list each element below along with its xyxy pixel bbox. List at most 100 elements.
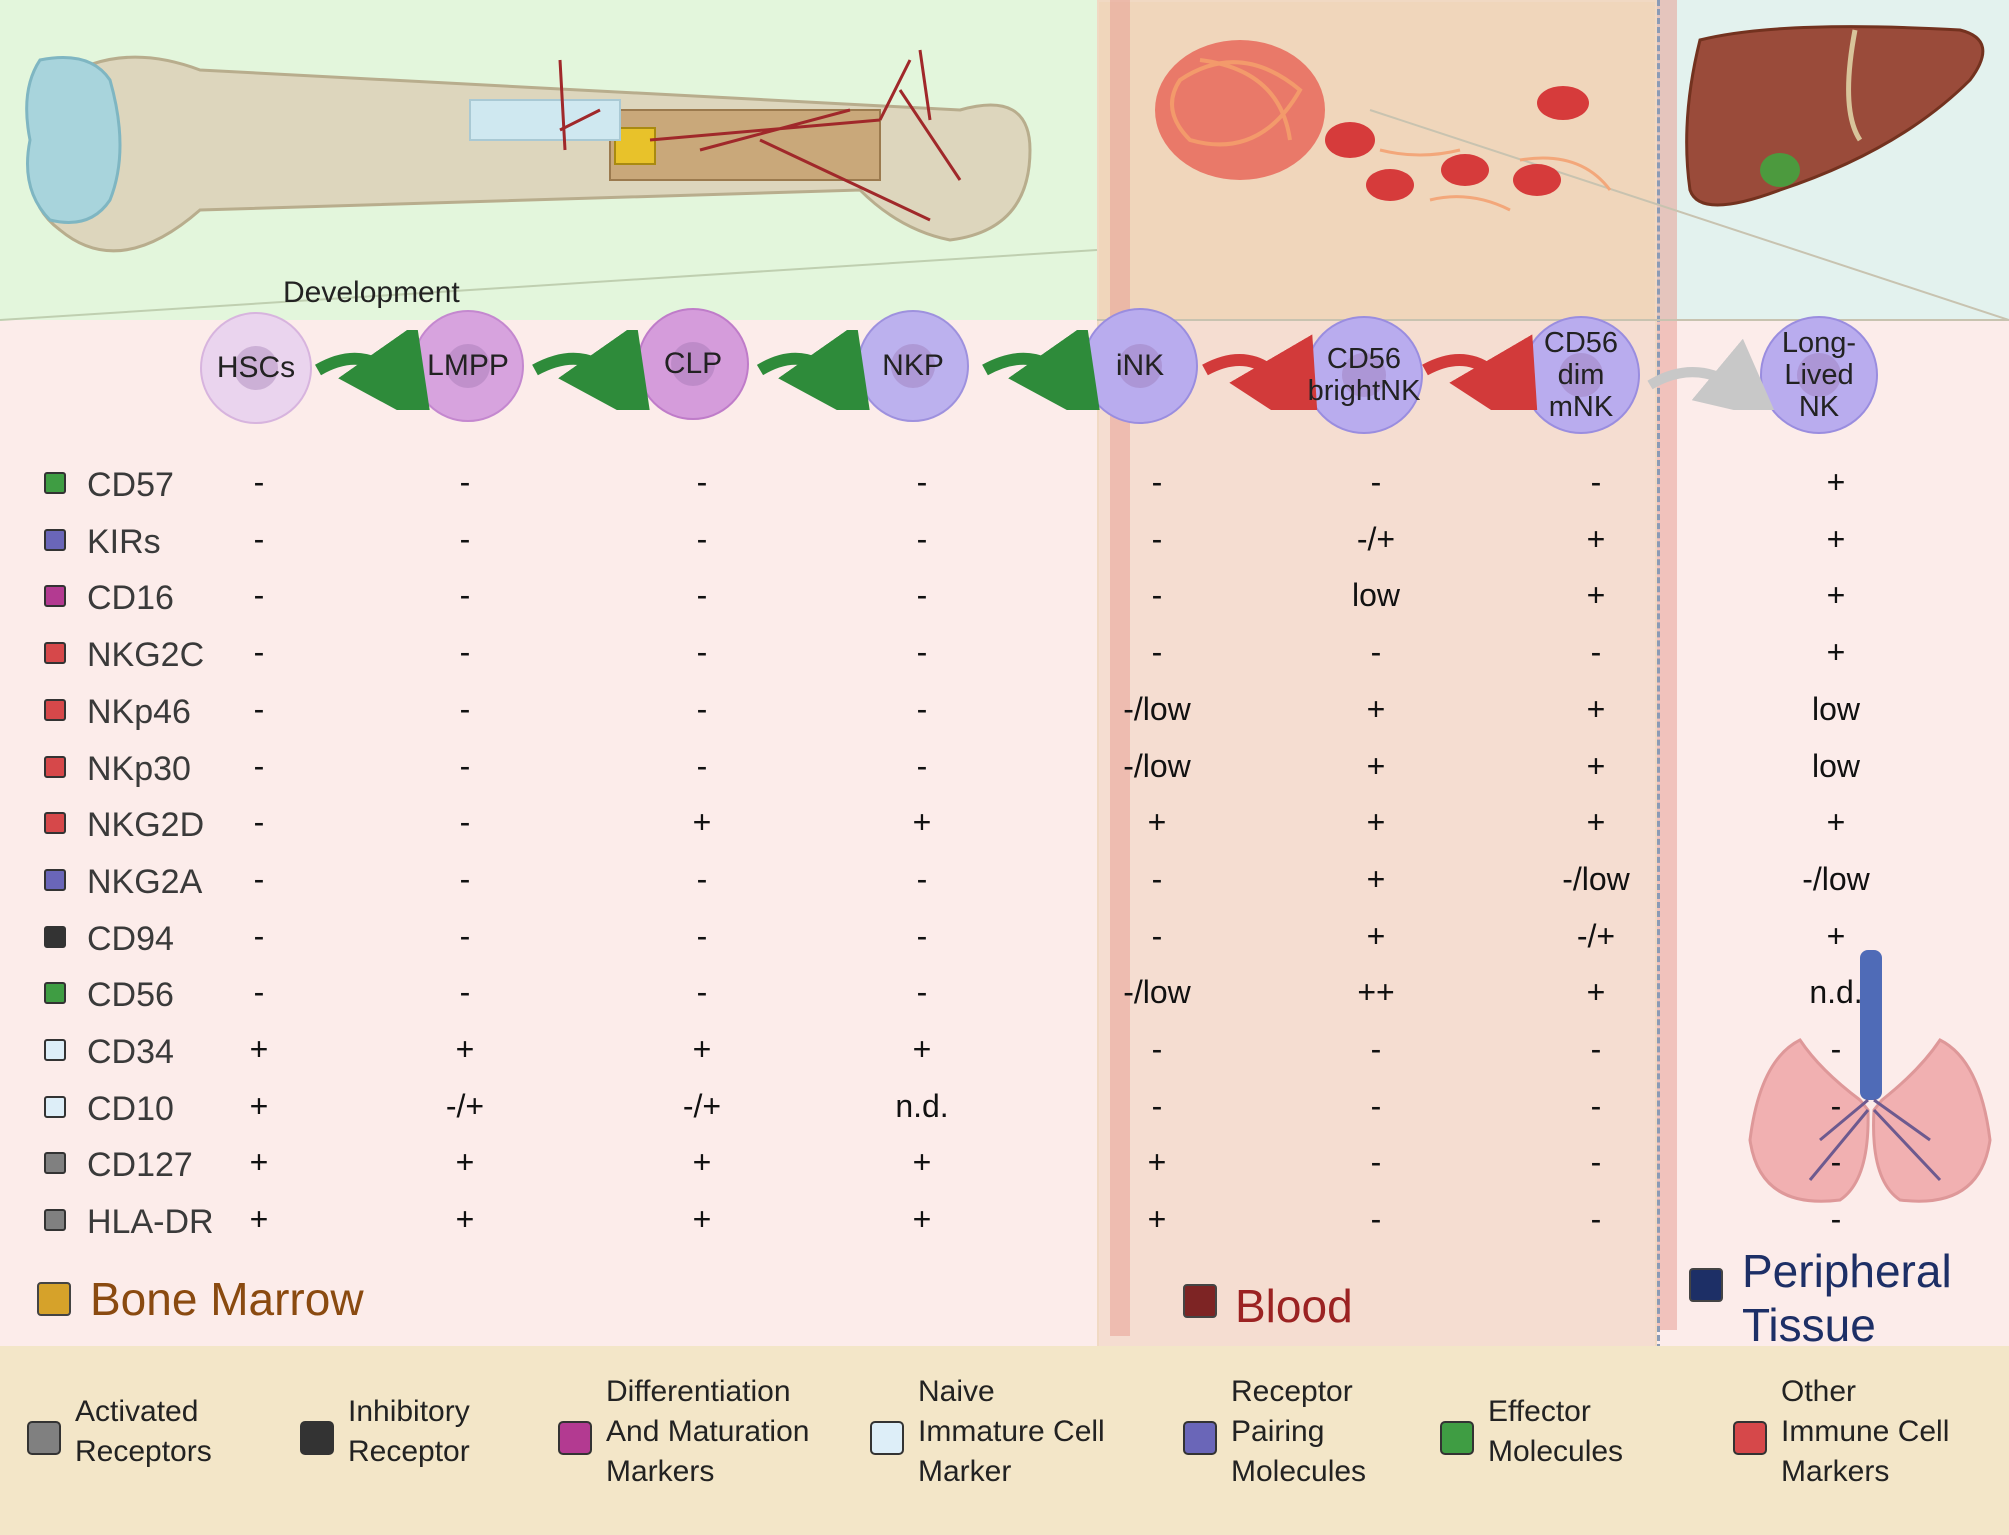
marker-value: + — [249, 1201, 269, 1238]
marker-value: + — [1586, 577, 1606, 614]
legend-label: Receptor Pairing Molecules — [1231, 1372, 1366, 1492]
marker-value: - — [253, 634, 265, 671]
marker-swatch — [44, 1152, 66, 1175]
marker-swatch — [44, 528, 66, 551]
legend-label: Naive Immature Cell Marker — [918, 1372, 1105, 1492]
marker-value: low — [1811, 747, 1861, 784]
marker-value: -/low — [1562, 860, 1630, 897]
legend-band — [0, 1346, 2009, 1535]
legend-label: Other Immune Cell Markers — [1781, 1372, 1949, 1492]
marker-value: ++ — [1357, 974, 1395, 1011]
marker-value: + — [1366, 690, 1386, 727]
marker-value: - — [253, 804, 265, 841]
legend-label-line: Effector — [1488, 1395, 1591, 1428]
marker-value: - — [459, 804, 471, 841]
marker-value: + — [692, 1201, 712, 1238]
marker-value: + — [1826, 917, 1846, 954]
legend-label-line: Pairing — [1231, 1415, 1325, 1448]
peripheral-tissue-label: Peripheral Tissue — [1742, 1244, 1952, 1352]
marker-value: + — [1366, 804, 1386, 841]
marker-value: - — [1151, 577, 1163, 614]
arrow-cd56dim-longlived — [1647, 338, 1779, 410]
marker-value: - — [1590, 1201, 1602, 1238]
marker-value: + — [1147, 1144, 1167, 1181]
legend-label: Effector Molecules — [1488, 1392, 1623, 1472]
marker-value: - — [916, 917, 928, 954]
marker-value: - — [696, 917, 708, 954]
blood-region-band — [1097, 0, 1657, 1352]
marker-value: - — [1151, 634, 1163, 671]
arrow-ink-cd56bright — [1202, 334, 1320, 410]
marker-label: NKp30 — [87, 749, 191, 788]
marker-value: -/+ — [445, 1087, 485, 1124]
marker-value: - — [459, 634, 471, 671]
legend-swatch — [558, 1421, 592, 1455]
legend-label-line: Other — [1781, 1375, 1857, 1408]
marker-swatch — [44, 1039, 66, 1061]
legend-label-line: Naive — [918, 1375, 995, 1408]
marker-value: - — [1590, 1031, 1602, 1067]
cell-label-hscs: HSCs — [216, 351, 296, 384]
marker-value: + — [249, 1087, 269, 1124]
marker-value: - — [1830, 1031, 1842, 1067]
marker-value: - — [696, 464, 708, 500]
marker-value: + — [912, 1201, 932, 1238]
marker-value: - — [1151, 464, 1163, 500]
marker-value: - — [253, 577, 265, 614]
marker-swatch — [44, 925, 66, 948]
arrow-hscs-lmpp — [315, 330, 433, 410]
marker-value: - — [696, 860, 708, 897]
cell-hscs: HSCs — [200, 312, 312, 424]
vessel-wall-right — [1657, 0, 1677, 1330]
marker-value: + — [1586, 804, 1606, 841]
marker-value: - — [916, 464, 928, 500]
liver-icon — [1685, 25, 1985, 207]
arrow-lmpp-clp — [532, 330, 653, 410]
blood-clot-icon — [1155, 40, 1612, 212]
peripheral-label-line1: Peripheral — [1742, 1245, 1952, 1297]
cell-cd56-bright-nk: CD56 brightNK — [1305, 316, 1423, 434]
marker-value: - — [696, 974, 708, 1011]
cell-label-cd56-bright: CD56 brightNK — [1307, 343, 1421, 407]
marker-value: - — [916, 634, 928, 671]
bone-icon — [25, 49, 1032, 253]
legend-label-line: Molecules — [1231, 1455, 1367, 1488]
legend-swatch — [1440, 1421, 1474, 1455]
marker-value: - — [253, 860, 265, 897]
marker-value: + — [249, 1144, 269, 1181]
marker-value: - — [459, 520, 471, 557]
marker-label: NKG2C — [87, 636, 205, 675]
marker-label: NKG2D — [87, 806, 205, 845]
legend-label-line: Molecules — [1488, 1435, 1624, 1468]
legend-label-line: And Maturation — [606, 1415, 810, 1448]
legend-label-line: Inhibitory — [348, 1395, 470, 1428]
marker-value: - — [916, 747, 928, 784]
marker-value: - — [253, 974, 265, 1011]
marker-value: - — [459, 690, 471, 727]
marker-swatch — [44, 812, 66, 835]
marker-value: - — [1590, 464, 1602, 500]
anatomy-illustrations — [0, 25, 2009, 321]
marker-value: - — [696, 520, 708, 557]
blood-label: Blood — [1235, 1280, 1353, 1332]
marker-value: - — [916, 520, 928, 557]
marker-value: + — [1366, 917, 1386, 954]
marker-value: -/+ — [1576, 917, 1616, 954]
marker-swatch — [44, 982, 66, 1005]
development-arrows — [315, 330, 1779, 410]
marker-value: - — [253, 747, 265, 784]
marker-label: CD10 — [87, 1089, 174, 1128]
marker-value: - — [1151, 860, 1163, 897]
marker-value: - — [1370, 464, 1382, 500]
arrow-nkp-ink — [982, 330, 1103, 410]
marker-value: + — [1826, 520, 1846, 557]
marker-value: -/low — [1123, 974, 1191, 1011]
legend-label-line: Markers — [606, 1455, 715, 1488]
marker-value: + — [249, 1031, 269, 1067]
marker-value: - — [1370, 1144, 1382, 1181]
marker-value: n.d. — [895, 1087, 949, 1124]
marker-swatch — [44, 472, 66, 494]
marker-swatch — [44, 585, 66, 608]
marker-value: + — [1826, 804, 1846, 841]
bone-marrow-label: Bone Marrow — [90, 1273, 364, 1325]
